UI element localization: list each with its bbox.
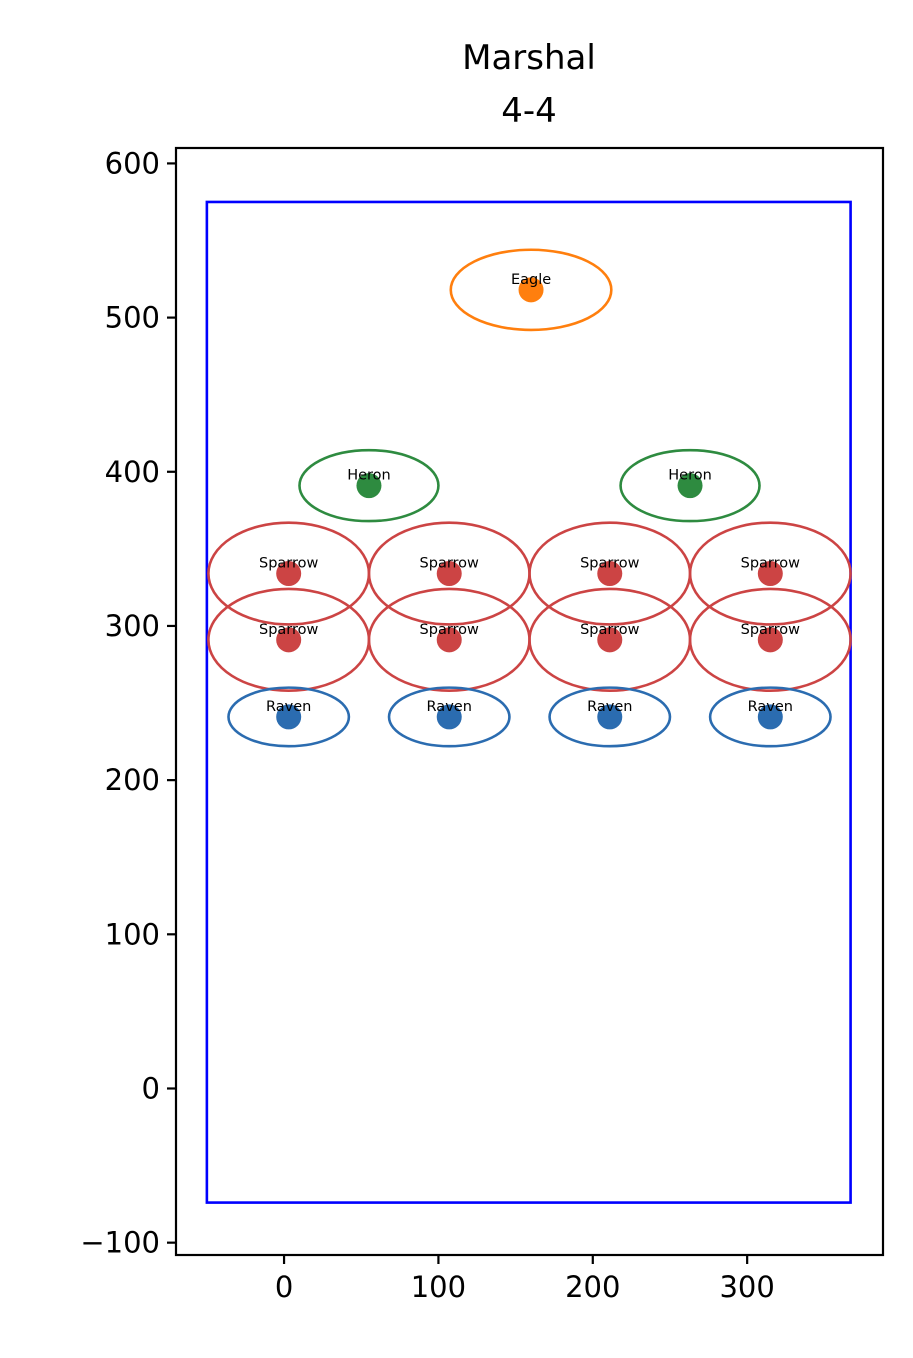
- chart-title: Marshal: [462, 38, 596, 78]
- point-layer: [276, 277, 783, 730]
- eagle-point: [518, 277, 544, 303]
- heron-zone-ellipse: [619, 448, 761, 523]
- y-axis: −100 0 100 200 300 400 500 600: [80, 146, 176, 1260]
- sparrow-point-label: Sparrow: [420, 622, 480, 638]
- sparrow-point: [436, 627, 462, 653]
- sparrow-point-label: Sparrow: [259, 622, 319, 638]
- sparrow-point: [597, 627, 623, 653]
- raven-zone-ellipse: [387, 686, 511, 748]
- sparrow-point: [757, 561, 783, 587]
- x-tick-label: 200: [565, 1270, 620, 1304]
- label-layer: Eagle Heron Heron Sparrow Sparrow Sparrow Spar…: [259, 272, 800, 715]
- raven-point: [597, 704, 623, 730]
- sparrow-point-label: Sparrow: [259, 556, 319, 572]
- raven-zone-ellipse: [227, 686, 351, 748]
- raven-point: [757, 704, 783, 730]
- y-tick-label: 600: [105, 146, 160, 180]
- y-tick-label: 0: [142, 1071, 160, 1105]
- heron-point-label: Heron: [668, 468, 712, 484]
- plot-area: [174, 146, 885, 1257]
- raven-point-label: Raven: [748, 699, 793, 715]
- eagle-zone-ellipse: [449, 248, 613, 332]
- sparrow-point-label: Sparrow: [741, 556, 801, 572]
- y-tick-label: −100: [80, 1226, 160, 1260]
- heron-point-label: Heron: [347, 468, 391, 484]
- sparrow-point: [276, 627, 302, 653]
- x-tick-label: 100: [411, 1270, 466, 1304]
- x-tick-label: 300: [719, 1270, 774, 1304]
- raven-zone-ellipse: [708, 686, 832, 748]
- sparrow-zone-ellipse: [688, 587, 852, 693]
- sparrow-point: [757, 627, 783, 653]
- raven-point: [436, 704, 462, 730]
- y-tick-label: 300: [105, 609, 160, 643]
- chart-subtitle: 4-4: [501, 91, 557, 131]
- sparrow-point: [276, 561, 302, 587]
- eagle-point-label: Eagle: [511, 272, 551, 288]
- y-tick-label: 100: [105, 917, 160, 951]
- raven-point: [276, 704, 302, 730]
- raven-point-label: Raven: [587, 699, 632, 715]
- sparrow-point-label: Sparrow: [580, 622, 640, 638]
- raven-point-label: Raven: [266, 699, 311, 715]
- heron-zone-ellipse: [298, 448, 440, 523]
- sparrow-point-label: Sparrow: [580, 556, 640, 572]
- y-tick-label: 200: [105, 763, 160, 797]
- sparrow-point: [597, 561, 623, 587]
- y-tick-label: 400: [105, 455, 160, 489]
- x-tick-label: 0: [275, 1270, 293, 1304]
- field-layer: [205, 200, 852, 1204]
- sparrow-point-label: Sparrow: [741, 622, 801, 638]
- raven-point-label: Raven: [427, 699, 472, 715]
- sparrow-point-label: Sparrow: [420, 556, 480, 572]
- sparrow-point: [436, 561, 462, 587]
- field-boundary: [205, 200, 852, 1204]
- y-tick-label: 500: [105, 301, 160, 335]
- heron-point: [356, 473, 382, 499]
- x-axis: 0 100 200 300: [275, 1255, 775, 1304]
- raven-zone-ellipse: [548, 686, 672, 748]
- sparrow-zone-ellipse: [688, 521, 852, 626]
- ellipse-layer: [207, 248, 852, 748]
- heron-point: [677, 473, 703, 499]
